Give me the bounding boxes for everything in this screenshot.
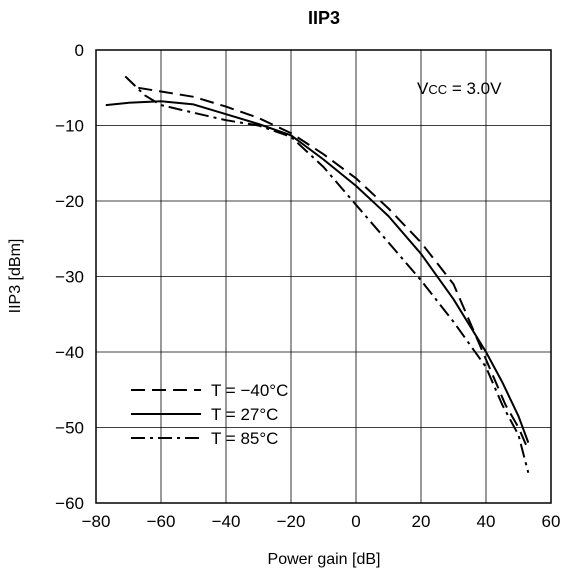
chart-title: IIP3 [308,8,340,28]
y-tick-label: 0 [75,41,84,60]
y-tick-label: −40 [55,343,84,362]
x-tick-label: 20 [412,512,431,531]
y-tick-label: −10 [55,117,84,136]
supply-voltage-annotation: VCC = 3.0V [417,79,502,98]
series-lines [105,75,530,474]
plot-frame [95,49,552,504]
series-line-2 [124,75,530,474]
series-line-0 [138,86,530,451]
y-tick-label: −30 [55,268,84,287]
annotation-rest: = 3.0V [447,79,502,98]
y-tick-label: −50 [55,419,84,438]
x-tick-label: −80 [82,512,111,531]
y-tick-label: −20 [55,192,84,211]
legend-label: T = −40°C [211,381,288,400]
grid [95,49,552,504]
y-axis-label: IIP3 [dBm] [7,239,24,314]
legend-label: T = 27°C [211,405,278,424]
annotation-main: V [417,79,429,98]
y-tick-label: −60 [55,494,84,513]
legend-label: T = 85°C [211,429,278,448]
x-tick-label: −20 [277,512,306,531]
x-tick-label: 40 [477,512,496,531]
x-tick-label: −60 [147,512,176,531]
x-tick-label: 0 [351,512,360,531]
x-tick-label: 60 [542,512,561,531]
series-line-1 [105,100,530,443]
x-axis-label: Power gain [dB] [268,551,381,568]
legend: T = −40°C T = 27°C T = 85°C [131,381,288,448]
y-tick-labels: 0 −10 −20 −30 −40 −50 −60 [55,41,84,513]
x-tick-label: −40 [212,512,241,531]
x-tick-labels: −80 −60 −40 −20 0 20 40 60 [82,512,561,531]
annotation-subscript: CC [428,82,447,97]
